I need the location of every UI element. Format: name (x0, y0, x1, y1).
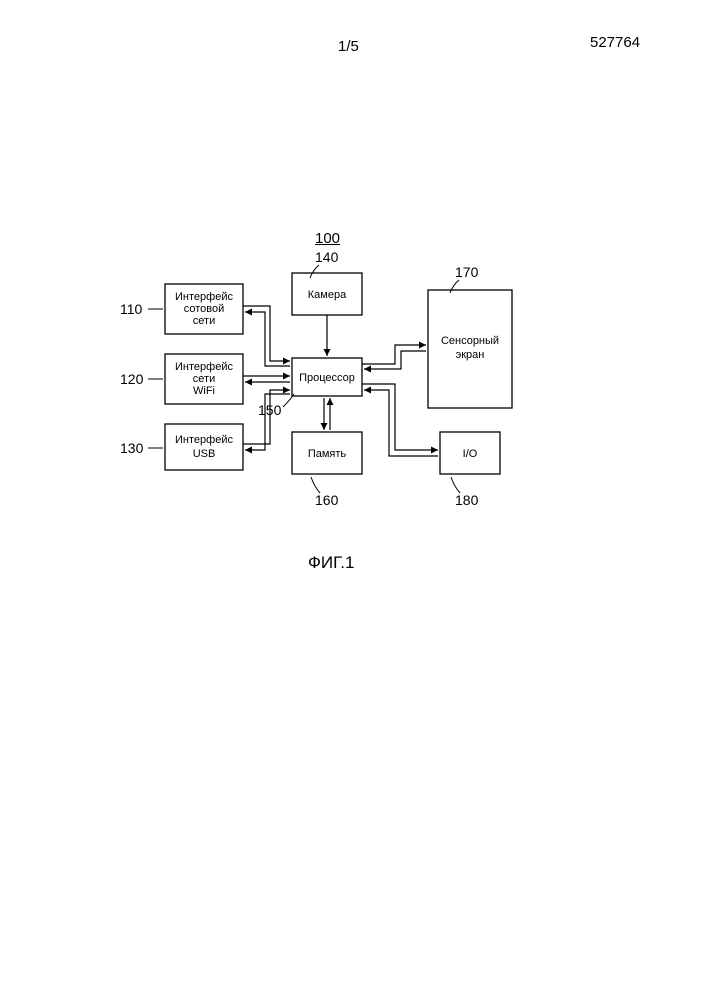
usb-box: Интерфейс USB (165, 424, 243, 470)
camera-label: Камера (308, 289, 347, 301)
cellular-label-2: сотовой (184, 303, 225, 315)
block-diagram: Интерфейс сотовой сети Интерфейс сети Wi… (0, 0, 701, 1000)
io-label: I/O (463, 448, 478, 460)
wifi-label-3: WiFi (193, 385, 215, 397)
processor-box: Процессор (292, 358, 362, 396)
ref-120: 120 (120, 371, 144, 387)
memory-label: Память (308, 448, 347, 460)
io-box: I/O (440, 432, 500, 474)
ref-180: 180 (455, 492, 479, 508)
cellular-label-3: сети (193, 315, 215, 327)
processor-label: Процессор (299, 372, 355, 384)
usb-label-1: Интерфейс (175, 434, 233, 446)
memory-box: Память (292, 432, 362, 474)
usb-label-2: USB (193, 448, 216, 460)
ref-170: 170 (455, 264, 479, 280)
ref-140: 140 (315, 249, 339, 265)
wifi-box: Интерфейс сети WiFi (165, 354, 243, 404)
ref-160: 160 (315, 492, 339, 508)
ref-130: 130 (120, 440, 144, 456)
camera-box: Камера (292, 273, 362, 315)
wifi-label-2: сети (193, 373, 215, 385)
cellular-box: Интерфейс сотовой сети (165, 284, 243, 334)
ref-110: 110 (120, 301, 143, 317)
cellular-label-1: Интерфейс (175, 291, 233, 303)
touch-label-1: Сенсорный (441, 335, 499, 347)
touch-label-2: экран (456, 349, 485, 361)
touch-box: Сенсорный экран (428, 290, 512, 408)
wifi-label-1: Интерфейс (175, 361, 233, 373)
